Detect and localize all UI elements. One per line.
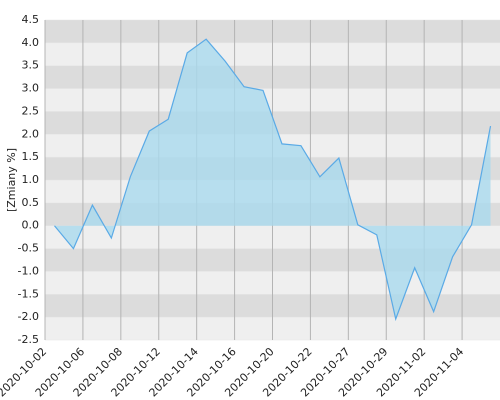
y-tick-label: 0.5 — [22, 196, 40, 209]
y-tick-label: 2.5 — [22, 104, 40, 117]
y-tick-label: -0.5 — [18, 242, 39, 255]
y-tick-label: 1.0 — [22, 173, 40, 186]
y-tick-label: 2.0 — [22, 127, 40, 140]
line — [54, 38, 492, 322]
y-tick-label: -1.5 — [18, 287, 39, 300]
y-tick-label: 1.5 — [22, 150, 40, 163]
y-axis-label: [Zmiany %] — [5, 148, 18, 212]
y-tick-label: -2.5 — [18, 333, 39, 346]
area — [54, 39, 491, 319]
y-tick-label: 4.0 — [22, 36, 40, 49]
y-tick-label: 0.0 — [22, 219, 40, 232]
y-tick-label: 4.5 — [22, 13, 40, 26]
y-tick-label: 3.5 — [22, 59, 40, 72]
y-tick-label: -1.0 — [18, 264, 39, 277]
y-tick-label: 3.0 — [22, 82, 40, 95]
y-tick-label: -2.0 — [18, 310, 39, 323]
